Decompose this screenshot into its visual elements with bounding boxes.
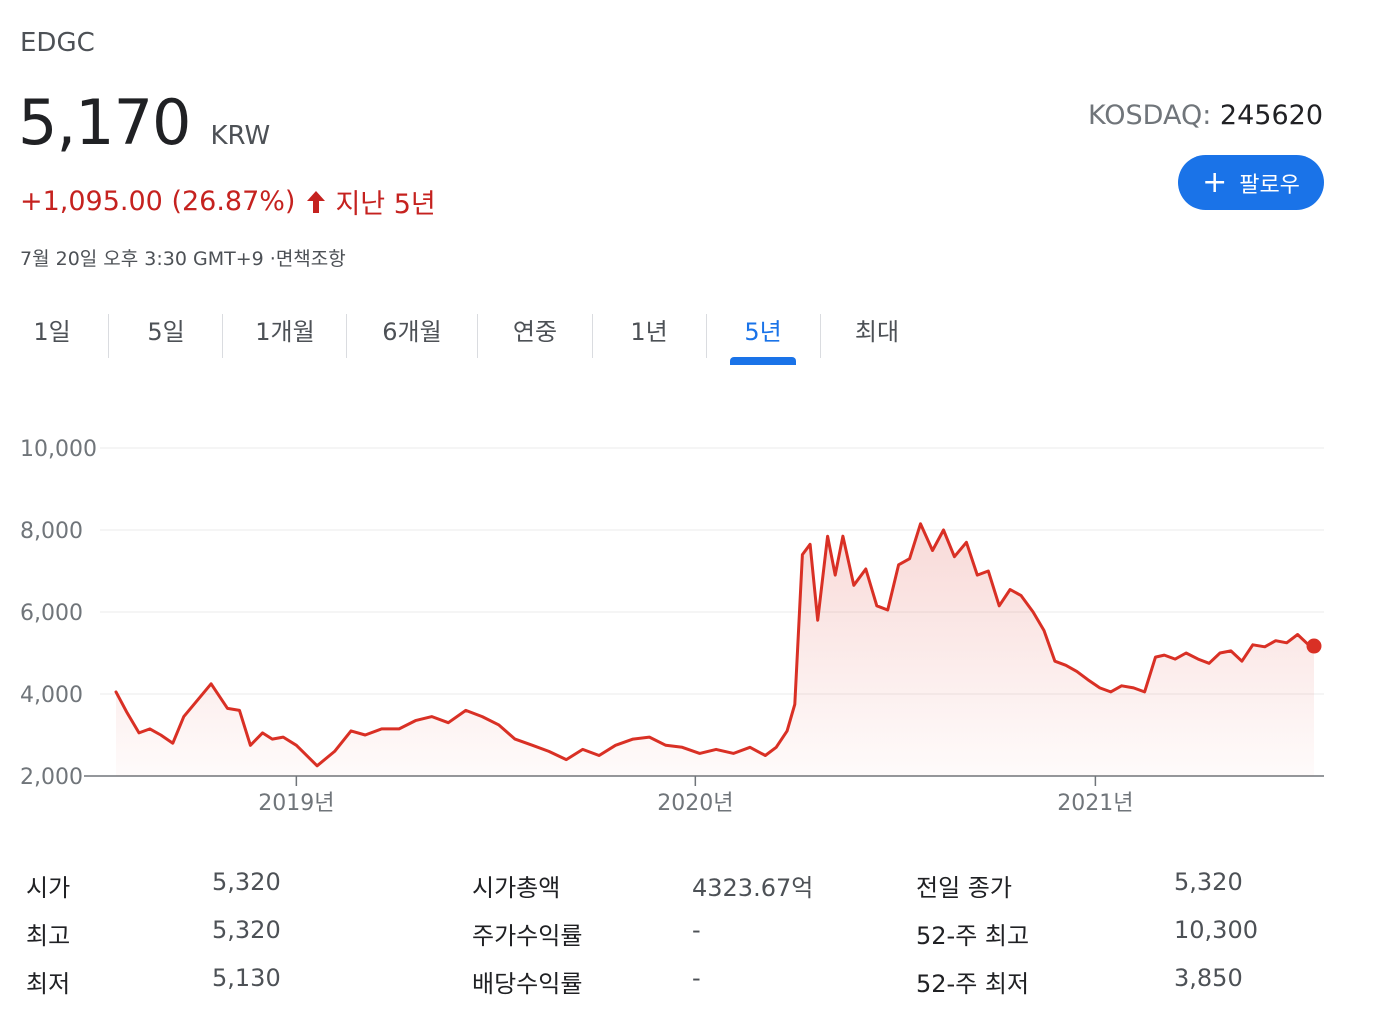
exchange-info: KOSDAQ: 245620: [1088, 100, 1323, 131]
series-line: [114, 522, 1316, 768]
stat-value-low: 5,130: [212, 964, 281, 992]
range-tabs: 1일 5일 1개월 6개월 연중 1년 5년 최대: [0, 312, 940, 368]
stat-label-market-cap: 시가총액: [472, 874, 561, 902]
tab-max[interactable]: 최대: [854, 318, 900, 346]
y-tick-label: 4,000: [20, 683, 83, 708]
tab-separator: [820, 314, 821, 358]
stat-label-high: 최고: [26, 922, 71, 950]
stat-label-52w-low: 52-주 최저: [916, 970, 1030, 998]
price-row: 5,170 KRW: [18, 86, 270, 159]
y-tick-label: 8,000: [20, 519, 83, 544]
stat-label-prev-close: 전일 종가: [916, 874, 1012, 902]
y-tick-label: 10,000: [20, 437, 97, 462]
stat-value-high: 5,320: [212, 916, 281, 944]
tab-5d[interactable]: 5일: [147, 318, 185, 346]
plus-icon: +: [1202, 164, 1228, 200]
stat-label-pe-ratio: 주가수익률: [472, 922, 583, 950]
follow-label: 팔로우: [1239, 172, 1300, 198]
x-tick-label: 2021년: [1057, 791, 1133, 816]
stat-value-prev-close: 5,320: [1174, 868, 1243, 896]
tab-separator: [222, 314, 223, 358]
active-tab-indicator: [730, 357, 796, 365]
current-price: 5,170: [18, 86, 191, 159]
price-chart[interactable]: 10,000 8,000 6,000 4,000 2,000 2019년 2020년 2021…: [0, 420, 1386, 830]
stat-value-52w-low: 3,850: [1174, 964, 1243, 992]
tab-1d[interactable]: 1일: [33, 318, 71, 346]
arrow-up-icon: [307, 190, 326, 213]
period-label: 지난 5년: [335, 189, 436, 220]
stat-label-low: 최저: [26, 970, 71, 998]
stat-value-market-cap: 4323.67억: [692, 874, 814, 902]
exchange-code: 245620: [1219, 100, 1323, 131]
ticker-symbol: EDGC: [20, 28, 95, 58]
stat-value-dividend-yield: -: [692, 964, 701, 992]
series-area: [116, 523, 1314, 776]
tab-5y[interactable]: 5년: [744, 318, 782, 346]
current-price-dot: [1306, 638, 1322, 654]
stat-value-open: 5,320: [212, 868, 281, 896]
stat-label-open: 시가: [26, 874, 71, 902]
timestamp-disclaimer[interactable]: 7월 20일 오후 3:30 GMT+9 ·면책조항: [20, 248, 346, 270]
stat-value-pe-ratio: -: [692, 916, 701, 944]
currency-label: KRW: [210, 121, 271, 151]
follow-button[interactable]: + 팔로우: [1178, 155, 1324, 210]
stats-table: 시가 5,320 최고 5,320 최저 5,130 시가총액 4323.67억…: [0, 860, 1386, 1010]
y-tick-label: 2,000: [20, 765, 83, 790]
x-tick-label: 2019년: [258, 791, 334, 816]
tab-6m[interactable]: 6개월: [382, 318, 442, 346]
tab-separator: [346, 314, 347, 358]
stat-label-52w-high: 52-주 최고: [916, 922, 1030, 950]
price-change-row: +1,095.00 (26.87%) 지난 5년: [20, 182, 436, 221]
stat-label-dividend-yield: 배당수익률: [472, 970, 583, 998]
tab-separator: [477, 314, 478, 358]
tab-ytd[interactable]: 연중: [512, 318, 558, 346]
tab-separator: [706, 314, 707, 358]
x-tick-label: 2020년: [657, 791, 733, 816]
tab-separator: [592, 314, 593, 358]
y-tick-label: 6,000: [20, 601, 83, 626]
tab-separator: [108, 314, 109, 358]
price-change: +1,095.00 (26.87%): [20, 186, 296, 217]
tab-1m[interactable]: 1개월: [255, 318, 315, 346]
stat-value-52w-high: 10,300: [1174, 916, 1258, 944]
tab-1y[interactable]: 1년: [630, 318, 668, 346]
exchange-label: KOSDAQ:: [1088, 100, 1220, 131]
